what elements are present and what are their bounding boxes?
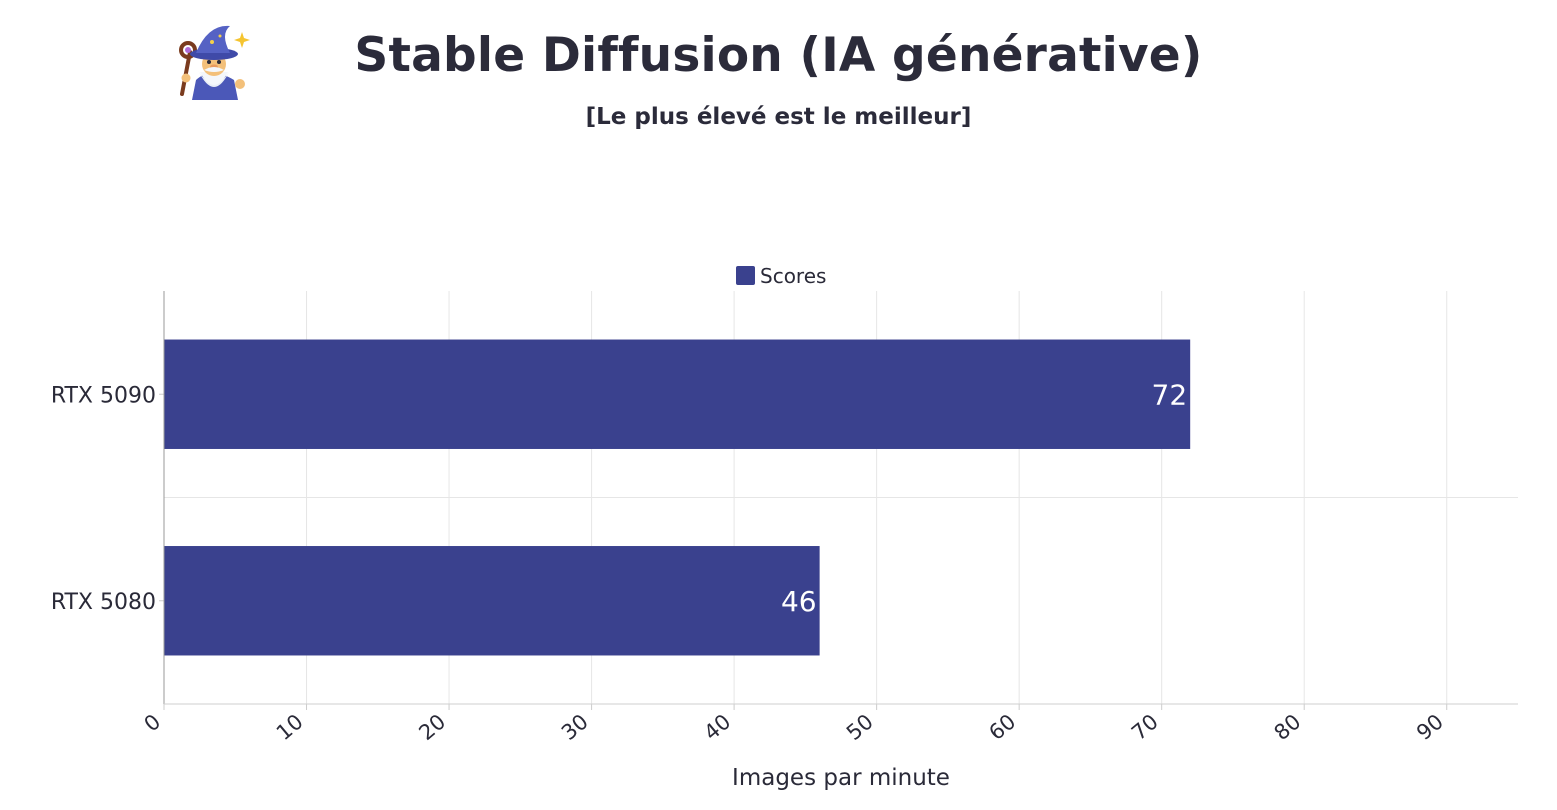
x-tick-label: 10 [272,709,308,745]
category-label: RTX 5080 [51,590,156,615]
x-tick-label: 0 [140,709,166,736]
bar-rtx-5090[interactable] [164,339,1191,449]
category-label: RTX 5090 [51,383,156,408]
chart-subtitle: [Le plus élevé est le meilleur] [585,104,972,130]
data-label: 46 [781,585,817,618]
x-tick-label: 70 [1127,709,1163,745]
x-tick-label: 60 [984,709,1020,745]
data-label: 72 [1152,378,1188,411]
x-axis-title: Images par minute [732,765,950,791]
x-tick-label: 80 [1270,709,1306,745]
x-tick-label: 50 [842,709,878,745]
legend-swatch[interactable] [736,266,755,285]
x-tick-label: 30 [557,709,593,745]
x-tick-label: 90 [1412,709,1448,745]
bar-rtx-5080[interactable] [164,546,820,656]
x-tick-label: 20 [414,709,450,745]
wizard-logo-icon [168,22,254,102]
legend-label[interactable]: Scores [760,264,826,288]
x-tick-label: 40 [699,709,735,745]
chart-title: Stable Diffusion (IA générative) [354,28,1203,83]
